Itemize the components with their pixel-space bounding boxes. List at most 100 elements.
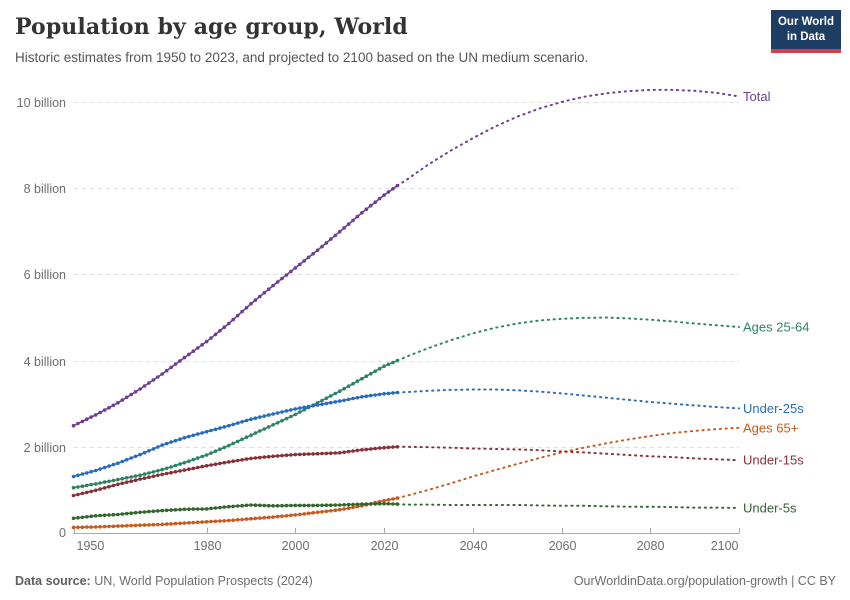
data-point-total[interactable]: [360, 211, 364, 215]
data-point-under-15s[interactable]: [355, 448, 360, 453]
series-line-ages-65-plus-historic[interactable]: [73, 497, 398, 529]
data-point-total[interactable]: [289, 269, 293, 274]
data-point-under-25s[interactable]: [111, 462, 116, 467]
data-point-ages-25-64[interactable]: [76, 485, 80, 489]
data-point-total[interactable]: [191, 349, 196, 354]
data-point-under-15s[interactable]: [275, 454, 280, 458]
data-point-under-15s[interactable]: [213, 462, 218, 467]
data-point-ages-25-64[interactable]: [342, 386, 346, 391]
data-point-ages-65-plus[interactable]: [80, 525, 85, 529]
data-point-under-5s[interactable]: [244, 503, 249, 508]
data-point-under-5s[interactable]: [249, 503, 253, 507]
data-point-under-25s[interactable]: [293, 407, 298, 411]
data-point-ages-65-plus[interactable]: [151, 522, 156, 527]
data-point-total[interactable]: [329, 237, 333, 241]
data-point-under-15s[interactable]: [156, 473, 160, 478]
data-point-total[interactable]: [120, 398, 125, 402]
data-point-ages-65-plus[interactable]: [142, 523, 147, 527]
data-point-under-15s[interactable]: [204, 464, 209, 468]
data-point-under-5s[interactable]: [382, 501, 386, 506]
data-point-under-15s[interactable]: [182, 468, 187, 472]
data-point-total[interactable]: [337, 229, 342, 234]
data-point-under-5s[interactable]: [142, 510, 147, 514]
data-point-ages-25-64[interactable]: [373, 369, 378, 374]
data-point-under-15s[interactable]: [253, 456, 258, 460]
data-point-ages-25-64[interactable]: [346, 384, 351, 389]
data-point-under-25s[interactable]: [298, 406, 302, 410]
data-point-ages-65-plus[interactable]: [71, 525, 76, 530]
data-point-under-5s[interactable]: [129, 511, 133, 515]
data-point-under-15s[interactable]: [227, 460, 231, 464]
data-point-under-25s[interactable]: [373, 393, 378, 397]
data-point-total[interactable]: [133, 390, 138, 394]
data-point-under-5s[interactable]: [227, 504, 231, 509]
data-point-under-25s[interactable]: [169, 440, 173, 444]
data-point-ages-65-plus[interactable]: [138, 523, 142, 527]
data-point-under-5s[interactable]: [71, 516, 76, 521]
data-point-under-25s[interactable]: [213, 427, 218, 432]
data-point-ages-25-64[interactable]: [280, 418, 284, 423]
data-point-under-5s[interactable]: [289, 503, 293, 508]
data-point-total[interactable]: [89, 415, 93, 419]
data-point-under-5s[interactable]: [120, 512, 125, 516]
data-point-total[interactable]: [266, 287, 271, 292]
data-point-under-15s[interactable]: [169, 470, 173, 475]
data-point-ages-65-plus[interactable]: [289, 513, 293, 518]
data-point-under-5s[interactable]: [373, 502, 378, 506]
data-point-under-15s[interactable]: [76, 492, 80, 497]
data-point-ages-65-plus[interactable]: [298, 512, 302, 517]
data-point-ages-65-plus[interactable]: [240, 517, 244, 522]
data-point-under-5s[interactable]: [138, 510, 142, 515]
data-point-under-15s[interactable]: [324, 451, 329, 456]
data-point-under-5s[interactable]: [156, 509, 160, 513]
data-point-under-25s[interactable]: [377, 392, 382, 397]
data-point-under-15s[interactable]: [351, 449, 355, 453]
data-point-ages-25-64[interactable]: [369, 371, 373, 376]
data-point-under-15s[interactable]: [289, 453, 293, 457]
data-point-total[interactable]: [382, 193, 386, 197]
data-point-under-25s[interactable]: [80, 472, 85, 476]
data-point-under-15s[interactable]: [302, 452, 307, 457]
attribution-link[interactable]: OurWorldinData.org/population-growth | C…: [573, 574, 836, 588]
series-label-ages-25-64[interactable]: Ages 25-64: [743, 320, 810, 335]
data-point-under-15s[interactable]: [320, 451, 324, 456]
series-line-under-5s-projection[interactable]: [396, 503, 740, 509]
series-label-under-5s[interactable]: Under-5s: [743, 501, 797, 516]
data-point-under-15s[interactable]: [218, 461, 222, 466]
data-point-total[interactable]: [93, 413, 98, 417]
data-point-total[interactable]: [178, 359, 182, 363]
data-point-ages-25-64[interactable]: [129, 475, 133, 479]
data-point-under-5s[interactable]: [187, 507, 191, 512]
data-point-ages-25-64[interactable]: [324, 396, 329, 401]
data-point-ages-25-64[interactable]: [116, 477, 120, 482]
data-point-total[interactable]: [182, 355, 187, 360]
data-point-under-25s[interactable]: [160, 443, 164, 447]
data-point-ages-65-plus[interactable]: [342, 507, 346, 511]
data-point-under-15s[interactable]: [173, 470, 178, 474]
data-point-under-25s[interactable]: [129, 456, 133, 460]
series-line-under-25s-historic[interactable]: [73, 391, 398, 478]
data-point-ages-65-plus[interactable]: [129, 523, 133, 528]
data-point-ages-25-64[interactable]: [333, 391, 338, 396]
data-point-total[interactable]: [222, 325, 227, 330]
data-point-ages-65-plus[interactable]: [395, 496, 400, 500]
data-point-under-15s[interactable]: [249, 456, 253, 461]
data-point-under-5s[interactable]: [164, 508, 169, 513]
data-point-under-25s[interactable]: [231, 422, 235, 427]
data-point-ages-25-64[interactable]: [382, 364, 386, 369]
data-point-ages-65-plus[interactable]: [337, 507, 342, 512]
data-point-under-5s[interactable]: [147, 509, 151, 514]
data-point-total[interactable]: [107, 405, 111, 410]
data-point-under-15s[interactable]: [129, 479, 133, 484]
data-point-under-5s[interactable]: [298, 503, 302, 508]
data-point-total[interactable]: [169, 365, 173, 370]
series-line-ages-65-plus-projection[interactable]: [396, 426, 740, 500]
data-point-total[interactable]: [391, 187, 395, 191]
data-point-under-15s[interactable]: [293, 452, 298, 457]
data-point-ages-25-64[interactable]: [164, 466, 169, 471]
data-point-ages-65-plus[interactable]: [160, 522, 164, 527]
data-point-ages-25-64[interactable]: [195, 456, 200, 460]
data-point-under-15s[interactable]: [271, 454, 275, 459]
data-point-ages-25-64[interactable]: [93, 482, 98, 486]
data-point-under-15s[interactable]: [391, 445, 395, 449]
